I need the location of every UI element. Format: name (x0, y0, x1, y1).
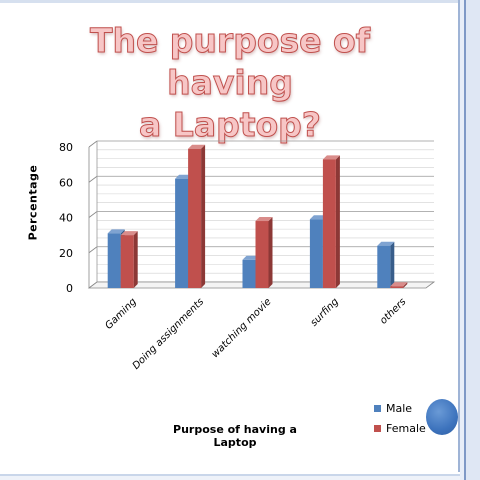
bar-female-2 (255, 217, 273, 288)
bar-male-4 (377, 241, 395, 288)
bar-side (390, 241, 395, 288)
y-axis-label: Percentage (26, 164, 40, 241)
bar-top (377, 241, 395, 246)
bar-side (201, 144, 206, 288)
slide-frame-top (0, 0, 460, 6)
bar-top (188, 144, 206, 149)
bar-top (175, 174, 193, 179)
bar-front (242, 259, 256, 288)
legend-item-male: Male (374, 398, 426, 418)
bar-top (322, 155, 340, 160)
bar-side (268, 217, 273, 288)
bar-top (242, 255, 260, 260)
bar-top (390, 282, 408, 287)
x-tick-label: others (378, 296, 408, 326)
x-tick-label: Doing assignments (131, 296, 207, 372)
bar-front (390, 286, 404, 288)
bar-front (107, 233, 121, 288)
bar-front (377, 245, 391, 288)
bar-top (107, 229, 125, 234)
bar-side (403, 282, 408, 288)
slide-frame-bottom (0, 472, 460, 480)
y-tick-label: 20 (59, 247, 73, 260)
y-tick-label: 60 (59, 176, 73, 189)
slide-frame-right (458, 0, 480, 480)
bar-female-0 (120, 231, 138, 288)
bar-female-4 (390, 282, 408, 288)
bar-front (309, 219, 323, 288)
bar-top (255, 217, 273, 222)
bar-side (133, 231, 138, 288)
gridline-connector (88, 211, 98, 218)
y-tick-label: 40 (59, 212, 73, 225)
legend-label-male: Male (386, 401, 413, 415)
legend-swatch-male (374, 404, 381, 412)
bar-top (309, 215, 327, 220)
gridline-connector (88, 140, 98, 148)
legend-label-female: Female (386, 421, 426, 435)
gridline-connector (88, 175, 98, 183)
y-tick-label: 80 (59, 141, 73, 154)
slide-title: The purpose of having a Laptop? (89, 21, 371, 145)
x-axis-label: Purpose of having a Laptop (173, 423, 297, 449)
blue-circle-shape (426, 399, 458, 435)
bar-front (120, 235, 134, 288)
legend-swatch-female (374, 424, 381, 432)
x-tick-label: Gaming (103, 296, 138, 331)
bar-front (188, 148, 202, 288)
bar-female-1 (188, 144, 206, 288)
chart-legend: Male Female (374, 398, 426, 438)
bar-front (175, 178, 189, 288)
bar-female-3 (322, 155, 340, 288)
bar-front (255, 221, 269, 288)
bar-side (335, 155, 340, 288)
x-tick-label: watching movie (210, 296, 274, 360)
bar-top (120, 231, 138, 236)
y-tick-label: 0 (66, 282, 73, 295)
legend-item-female: Female (374, 418, 426, 438)
gridline-connector (88, 246, 98, 254)
x-tick-label: surfing (309, 296, 341, 328)
bar-front (322, 159, 336, 288)
